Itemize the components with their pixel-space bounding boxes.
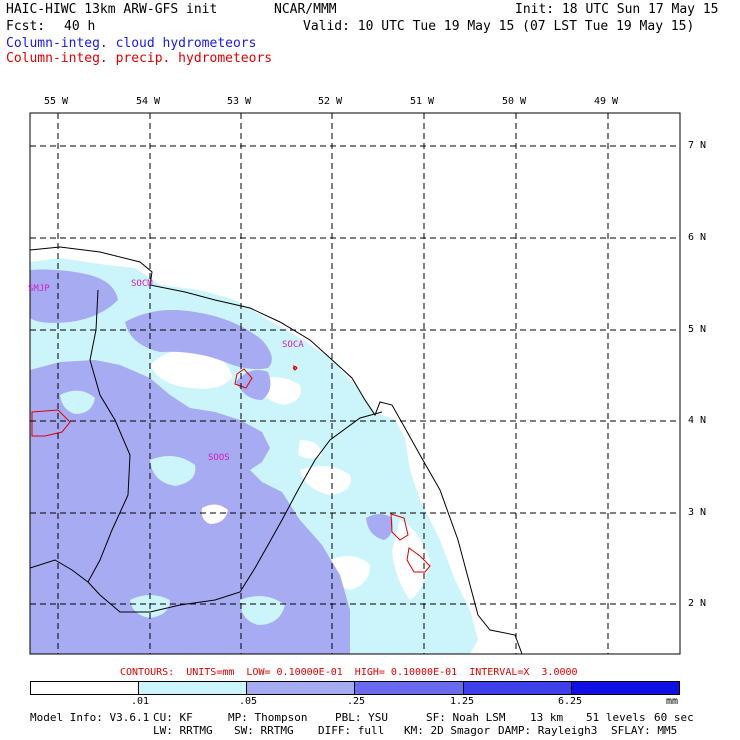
colorbar-bin-1 [138,681,247,695]
colorbar-tick-2: .25 [347,696,366,707]
lat-label-4n: 4 N [688,415,707,426]
time-step: 60 sec [654,711,694,724]
colorbar-bin-5 [571,681,680,695]
mp-scheme: MP: Thompson [228,711,308,724]
lon-label-52w: 52 W [318,96,343,107]
lon-label-50w: 50 W [502,96,527,107]
colorbar-tick-3: 1.25 [450,696,475,707]
model-info: Model Info: V3.6.1 [30,711,150,724]
lon-label-51w: 51 W [410,96,435,107]
forecast-hours: 40 h [64,19,96,34]
lat-label-7n: 7 N [688,140,707,151]
lat-label-2n: 2 N [688,598,707,609]
colorbar-bin-0 [30,681,139,695]
station-label-socm: SOCM [131,279,153,289]
lon-label-55w: 55 W [44,96,69,107]
diff-scheme: DIFF: full [318,724,385,737]
colorbar-bin-2 [246,681,355,695]
plot-title: HAIC-HIWC 13km ARW-GFS init [6,2,218,17]
lat-label-6n: 6 N [688,232,707,243]
lw-scheme: LW: RRTMG [153,724,213,737]
forecast-label: Fcst: [6,19,46,34]
lon-label-53w: 53 W [227,96,252,107]
colorbar-tick-4: 6.25 [558,696,583,707]
damp-scheme: DAMP: Rayleigh3 [498,724,598,737]
lon-label-54w: 54 W [136,96,161,107]
init-time: Init: 18 UTC Sun 17 May 15 [515,2,719,17]
precip-contours [31,364,431,573]
km-scheme: KM: 2D Smagor [404,724,491,737]
sflay-scheme: SFLAY: MM5 [611,724,678,737]
sf-scheme: SF: Noah LSM [426,711,506,724]
pbl-scheme: PBL: YSU [335,711,388,724]
organization: NCAR/MMM [274,2,337,17]
cu-scheme: CU: KF [153,711,193,724]
cloud-region-medium [30,360,350,654]
resolution: 13 km [530,711,564,724]
valid-time: Valid: 10 UTC Tue 19 May 15 (07 LST Tue … [303,19,695,34]
vertical-levels: 51 levels [586,711,646,724]
lat-label-3n: 3 N [688,507,707,518]
sw-scheme: SW: RRTMG [234,724,294,737]
colorbar-units: mm [666,696,679,707]
colorbar-tick-1: .05 [239,696,258,707]
station-label-smjp: SMJP [28,284,50,294]
border-west [30,289,131,583]
colorbar-bin-4 [463,681,572,695]
station-label-soos: SOOS [208,453,230,463]
station-label-soca: SOCA [282,340,304,350]
field-cloud-label: Column-integ. cloud hydrometeors [6,36,257,51]
lat-lon-grid [30,113,680,654]
coastline [30,246,523,654]
field-precip-label: Column-integ. precip. hydrometeors [6,51,273,66]
lon-label-49w: 49 W [594,96,619,107]
border-east [87,411,383,613]
plot-frame [29,112,681,655]
lat-label-5n: 5 N [688,324,707,335]
colorbar-bin-3 [354,681,464,695]
colorbar-tick-0: .01 [131,696,150,707]
station-marker-soca [293,366,297,370]
coastline-borders [30,246,523,654]
contour-info: CONTOURS: UNITS=mm LOW= 0.10000E-01 HIGH… [120,667,578,678]
